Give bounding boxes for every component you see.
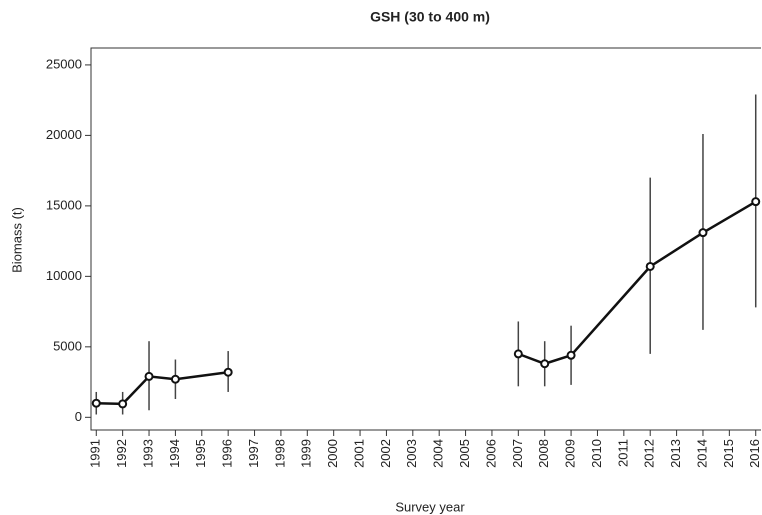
point <box>223 367 233 377</box>
x-axis-label: Survey year <box>395 499 465 514</box>
x-tick-label: 1992 <box>114 439 129 468</box>
y-tick-label: 15000 <box>46 197 82 212</box>
x-tick-label: 2003 <box>404 439 419 468</box>
line <box>517 200 757 366</box>
chart-title: GSH (30 to 400 m) <box>370 9 490 25</box>
x-tick-label: 1993 <box>140 439 155 468</box>
point <box>144 371 154 381</box>
x-tick-label: 2010 <box>589 439 604 468</box>
y-tick-label: 25000 <box>46 56 82 71</box>
x-tick-label: 1995 <box>193 439 208 468</box>
x-tick-label: 1991 <box>88 439 103 468</box>
x-tick-label: 2009 <box>563 439 578 468</box>
x-tick-label: 2007 <box>510 439 525 468</box>
y-axis-label: Biomass (t) <box>9 207 24 273</box>
y-tick-label: 10000 <box>46 268 82 283</box>
x-tick-label: 1994 <box>167 439 182 468</box>
x-tick-label: 2004 <box>431 439 446 468</box>
point <box>645 261 655 271</box>
plot-frame <box>90 47 761 431</box>
x-tick-label: 2000 <box>325 439 340 468</box>
x-tick-label: 2015 <box>721 439 736 468</box>
y-tick-label: 0 <box>75 409 82 424</box>
point <box>170 374 180 384</box>
x-tick-label: 2001 <box>351 439 366 468</box>
x-tick-label: 1998 <box>272 439 287 468</box>
x-tick-label: 2013 <box>668 439 683 468</box>
point <box>566 350 576 360</box>
x-tick-label: 2002 <box>378 439 393 468</box>
point <box>698 228 708 238</box>
x-tick-label: 2016 <box>747 439 762 468</box>
point <box>513 349 523 359</box>
point <box>540 359 550 369</box>
y-tick-label: 5000 <box>53 338 82 353</box>
point <box>91 398 101 408</box>
x-tick-label: 2005 <box>457 439 472 468</box>
x-tick-label: 2008 <box>536 439 551 468</box>
x-tick-label: 1999 <box>299 439 314 468</box>
line <box>96 370 229 406</box>
x-tick-label: 2006 <box>483 439 498 468</box>
x-tick-label: 1997 <box>246 439 261 468</box>
point <box>751 197 761 207</box>
x-tick-label: 2012 <box>642 439 657 468</box>
x-tick-label: 2014 <box>694 439 709 468</box>
y-tick-label: 20000 <box>46 127 82 142</box>
point <box>118 399 128 409</box>
x-tick-label: 2011 <box>615 439 630 467</box>
x-tick-label: 1996 <box>220 439 235 468</box>
